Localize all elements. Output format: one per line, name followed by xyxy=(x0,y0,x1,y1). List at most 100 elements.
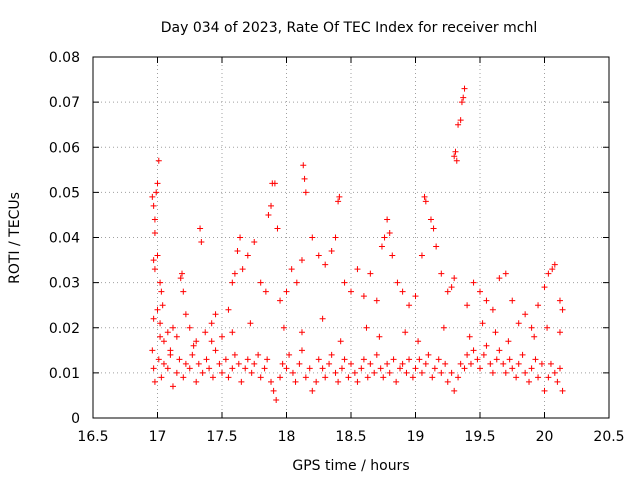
data-point xyxy=(545,374,552,381)
data-point xyxy=(270,387,277,394)
data-point xyxy=(208,338,215,345)
data-point xyxy=(209,374,216,381)
data-point xyxy=(528,365,535,372)
data-point xyxy=(483,297,490,304)
x-tick-label: 20 xyxy=(536,429,554,445)
data-point xyxy=(351,369,358,376)
data-point xyxy=(461,365,468,372)
data-point xyxy=(547,360,554,367)
data-point xyxy=(451,153,458,160)
data-point xyxy=(288,266,295,273)
data-point xyxy=(489,306,496,313)
data-point xyxy=(315,356,322,363)
data-point xyxy=(150,257,157,264)
data-point xyxy=(298,347,305,354)
data-point xyxy=(341,356,348,363)
data-point xyxy=(173,369,180,376)
data-point xyxy=(173,333,180,340)
data-point xyxy=(151,229,158,236)
data-point xyxy=(262,288,269,295)
data-point xyxy=(180,374,187,381)
x-tick-label: 19.5 xyxy=(464,429,495,445)
x-tick-label: 18.5 xyxy=(335,429,366,445)
data-point xyxy=(150,202,157,209)
data-point xyxy=(261,365,268,372)
data-point xyxy=(464,302,471,309)
data-point xyxy=(154,252,161,259)
data-point xyxy=(509,365,516,372)
data-point xyxy=(335,378,342,385)
data-point xyxy=(159,302,166,309)
data-point xyxy=(158,288,165,295)
data-point xyxy=(377,365,384,372)
data-point xyxy=(422,360,429,367)
data-point xyxy=(332,369,339,376)
data-point xyxy=(149,347,156,354)
data-point xyxy=(300,162,307,169)
data-point xyxy=(322,261,329,268)
data-point xyxy=(386,369,393,376)
y-axis-label: ROTI / TECUs xyxy=(7,192,23,284)
data-point xyxy=(421,193,428,200)
data-point xyxy=(234,248,241,255)
data-point xyxy=(231,351,238,358)
data-point xyxy=(502,369,509,376)
data-point xyxy=(505,338,512,345)
data-point xyxy=(242,365,249,372)
data-point xyxy=(257,374,264,381)
data-point xyxy=(164,365,171,372)
data-point xyxy=(551,369,558,376)
data-point xyxy=(277,297,284,304)
data-point xyxy=(427,216,434,223)
data-point xyxy=(309,387,316,394)
data-point xyxy=(238,378,245,385)
data-point xyxy=(222,356,229,363)
data-point xyxy=(448,369,455,376)
data-point xyxy=(169,383,176,390)
data-point xyxy=(480,351,487,358)
data-point xyxy=(229,279,236,286)
data-point xyxy=(244,356,251,363)
data-point xyxy=(526,378,533,385)
data-point xyxy=(341,279,348,286)
data-point xyxy=(203,356,210,363)
data-point xyxy=(519,351,526,358)
data-point xyxy=(206,365,213,372)
data-point xyxy=(376,333,383,340)
data-point xyxy=(535,302,542,309)
data-point xyxy=(487,360,494,367)
data-point xyxy=(416,356,423,363)
data-point xyxy=(444,288,451,295)
data-point xyxy=(274,225,281,232)
data-point xyxy=(429,374,436,381)
data-point xyxy=(322,374,329,381)
data-point xyxy=(438,270,445,277)
data-point xyxy=(154,306,161,313)
y-tick-label: 0.04 xyxy=(49,231,80,247)
data-point xyxy=(186,365,193,372)
data-point xyxy=(279,360,286,367)
data-point xyxy=(470,279,477,286)
data-point xyxy=(451,387,458,394)
data-point xyxy=(348,288,354,295)
data-point xyxy=(500,360,507,367)
data-point xyxy=(457,360,464,367)
x-tick-label: 17.5 xyxy=(206,429,237,445)
data-point xyxy=(418,369,425,376)
data-point xyxy=(296,360,303,367)
data-point xyxy=(151,266,158,273)
data-point xyxy=(239,266,246,273)
data-point xyxy=(453,157,460,164)
data-point xyxy=(283,288,290,295)
data-point xyxy=(492,329,499,336)
data-point xyxy=(367,270,374,277)
data-point xyxy=(455,374,462,381)
data-point xyxy=(457,117,464,124)
y-tick-label: 0.08 xyxy=(49,50,80,66)
data-point xyxy=(216,360,223,367)
data-point xyxy=(176,356,183,363)
data-point xyxy=(477,288,483,295)
data-point xyxy=(177,275,184,282)
data-point xyxy=(154,180,161,187)
